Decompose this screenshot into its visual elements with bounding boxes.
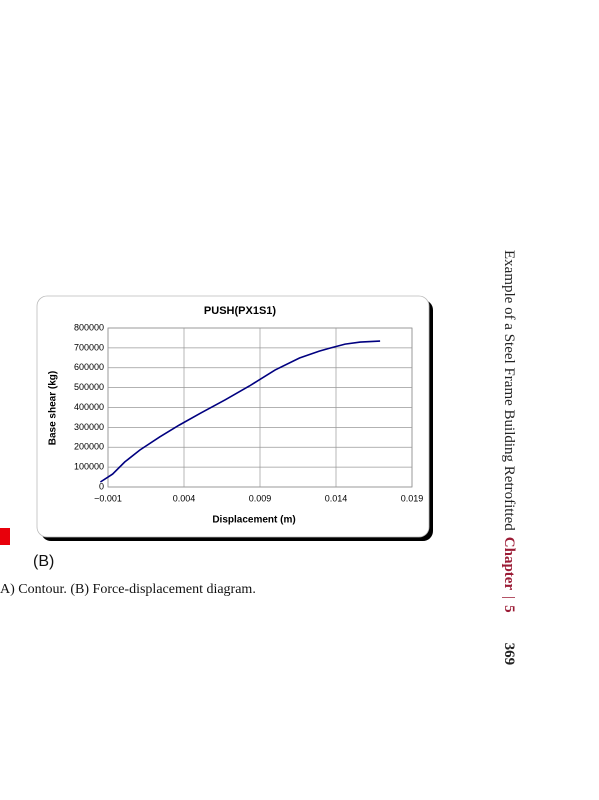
y-tick-label: 500000 [74,382,104,392]
y-tick-label: 700000 [74,342,104,352]
y-tick-label: 0 [99,481,104,491]
y-tick-label: 200000 [74,442,104,452]
x-tick-label: 0.014 [325,493,348,503]
x-axis-label: Displacement (m) [212,515,295,526]
y-tick-label: 600000 [74,362,104,372]
chapter-label: Chapter [501,537,517,591]
panel-label: (B) [33,553,54,570]
figure-caption: A) Contour. (B) Force-displacement diagr… [0,582,256,597]
page-number: 369 [501,643,517,666]
chart: PUSH(PX1S1) Displacement (m) Base shear … [48,305,424,526]
y-tick-label: 400000 [74,402,104,412]
x-tick-label: 0.009 [249,493,272,503]
separator: | [501,596,517,599]
y-tick-label: 800000 [74,322,104,332]
y-tick-label: 300000 [74,422,104,432]
chart-title: PUSH(PX1S1) [204,305,276,317]
y-tick-label: 100000 [74,462,104,472]
running-title: Example of a Steel Frame Building Retrof… [501,250,517,531]
figure-a-fragment [0,528,10,545]
x-tick-label: −0.001 [94,493,122,503]
y-axis-label: Base shear (kg) [48,371,59,445]
chapter-number: 5 [501,605,517,613]
x-tick-label: 0.004 [173,493,196,503]
data-line [99,340,381,483]
x-tick-label: 0.019 [401,493,424,503]
running-header: Example of a Steel Frame Building Retrof… [501,250,517,665]
